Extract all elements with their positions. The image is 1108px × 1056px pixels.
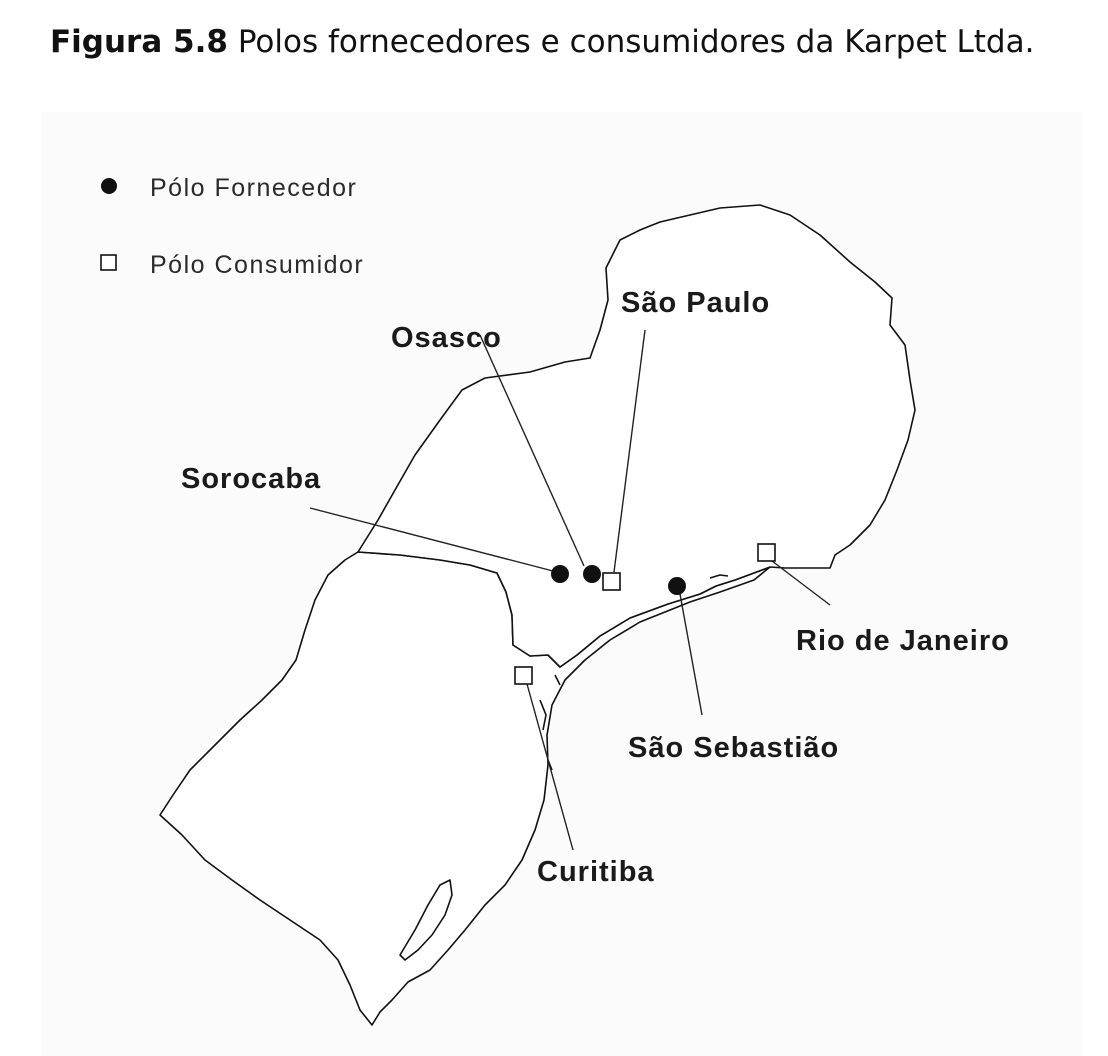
label-rio-de-janeiro: Rio de Janeiro (796, 625, 1010, 657)
legend-consumer-symbol (100, 254, 117, 271)
leader-rio-de-janeiro (771, 560, 831, 606)
legend-consumer-label: Pólo Consumidor (150, 251, 364, 279)
legend-supplier-symbol (101, 178, 117, 194)
figure-caption: Figura 5.8 Polos fornecedores e consumid… (50, 24, 1090, 60)
label-sorocaba: Sorocaba (181, 463, 321, 495)
leader-curitiba (526, 683, 574, 851)
leader-sao-paulo (613, 329, 646, 573)
label-sao-paulo: São Paulo (621, 287, 770, 319)
figure-number: Figura 5.8 (50, 24, 228, 60)
lagoon-outline (399, 879, 453, 961)
legend-supplier-label: Pólo Fornecedor (150, 174, 357, 202)
marker-osasco (583, 565, 601, 583)
figure-title: Polos fornecedores e consumidores da Kar… (237, 24, 1035, 60)
marker-sao-paulo (602, 572, 621, 591)
marker-rio-de-janeiro (757, 543, 776, 562)
marker-curitiba (514, 666, 533, 685)
leader-sao-sebastiao (679, 593, 703, 716)
marker-sao-sebastiao (668, 577, 686, 595)
label-osasco: Osasco (391, 322, 502, 354)
leader-osasco (479, 334, 585, 567)
label-sao-sebastiao: São Sebastião (628, 732, 839, 764)
label-curitiba: Curitiba (537, 856, 655, 888)
leader-sorocaba (309, 507, 554, 572)
marker-sorocaba (551, 565, 569, 583)
southern-region-outline (159, 551, 771, 1026)
